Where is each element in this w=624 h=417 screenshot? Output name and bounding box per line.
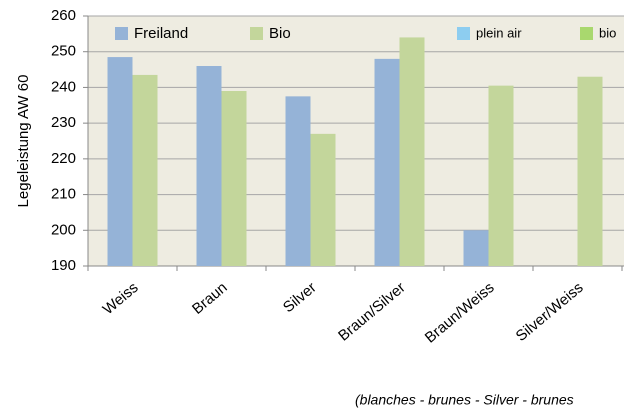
legend-label: plein air xyxy=(476,25,522,40)
bar xyxy=(285,96,311,266)
y-tick-label: 200 xyxy=(51,221,76,238)
y-tick-label: 220 xyxy=(51,150,76,167)
y-tick-label: 230 xyxy=(51,114,76,131)
x-tick-label: Braun/Weiss xyxy=(422,279,498,347)
legend-swatch xyxy=(457,27,470,40)
bar xyxy=(463,230,489,266)
y-tick-label: 190 xyxy=(51,257,76,274)
y-tick-label: 210 xyxy=(51,186,76,203)
bar xyxy=(107,57,133,267)
bar xyxy=(399,37,425,266)
bar xyxy=(221,91,247,266)
legend-swatch xyxy=(115,27,128,40)
y-tick-label: 250 xyxy=(51,43,76,60)
y-tick-label: 260 xyxy=(51,7,76,24)
bar xyxy=(310,133,336,266)
x-tick-label: Weiss xyxy=(100,279,142,318)
x-tick-label: Silver xyxy=(280,279,320,316)
legend-swatch xyxy=(580,27,593,40)
x-tick-label: Silver/Weiss xyxy=(513,279,587,345)
bar xyxy=(196,66,222,266)
bar xyxy=(374,58,400,266)
y-axis-label: Legeleistung AW 60 xyxy=(15,75,32,208)
bar xyxy=(488,85,514,267)
bar xyxy=(577,76,603,266)
note: (blanches - brunes - Silver - brunes xyxy=(355,392,574,408)
legend-label: Bio xyxy=(269,25,291,42)
y-tick-label: 240 xyxy=(51,78,76,95)
legend-label: bio xyxy=(599,25,616,40)
plot-area xyxy=(88,16,624,266)
bar xyxy=(132,74,158,266)
x-tick-label: Braun xyxy=(189,279,231,318)
x-tick-label: Braun/Silver xyxy=(335,279,409,345)
legend-swatch xyxy=(250,27,263,40)
legend-label: Freiland xyxy=(134,25,188,42)
